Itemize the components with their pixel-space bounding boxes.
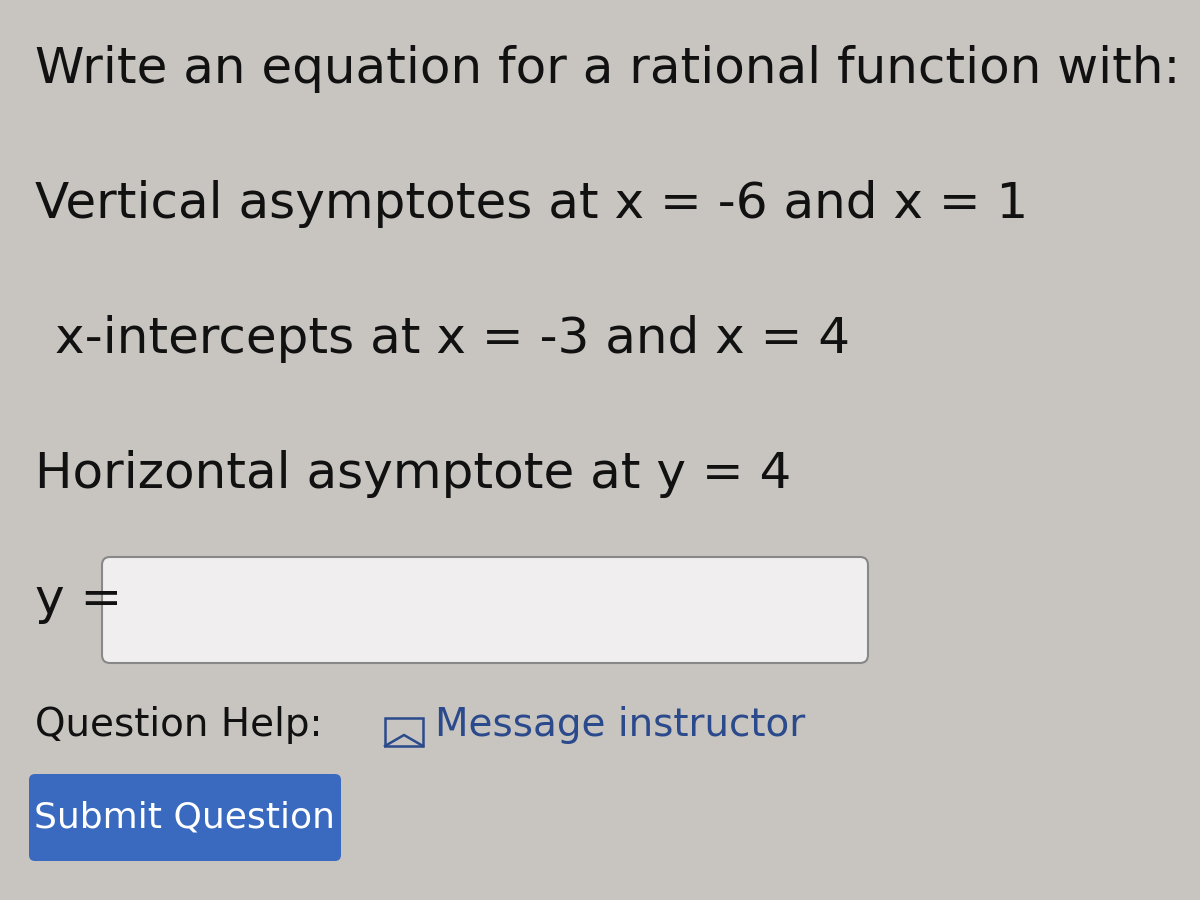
Text: x-intercepts at x = -3 and x = 4: x-intercepts at x = -3 and x = 4 [55, 315, 850, 363]
Text: y =: y = [35, 576, 122, 624]
FancyBboxPatch shape [29, 774, 341, 861]
Text: Question Help:: Question Help: [35, 706, 323, 744]
Text: Submit Question: Submit Question [35, 800, 336, 834]
Text: Write an equation for a rational function with:: Write an equation for a rational functio… [35, 45, 1181, 93]
FancyBboxPatch shape [102, 557, 868, 663]
Text: Vertical asymptotes at x = -6 and x = 1: Vertical asymptotes at x = -6 and x = 1 [35, 180, 1028, 228]
Text: Horizontal asymptote at y = 4: Horizontal asymptote at y = 4 [35, 450, 791, 498]
Text: Message instructor: Message instructor [434, 706, 805, 744]
